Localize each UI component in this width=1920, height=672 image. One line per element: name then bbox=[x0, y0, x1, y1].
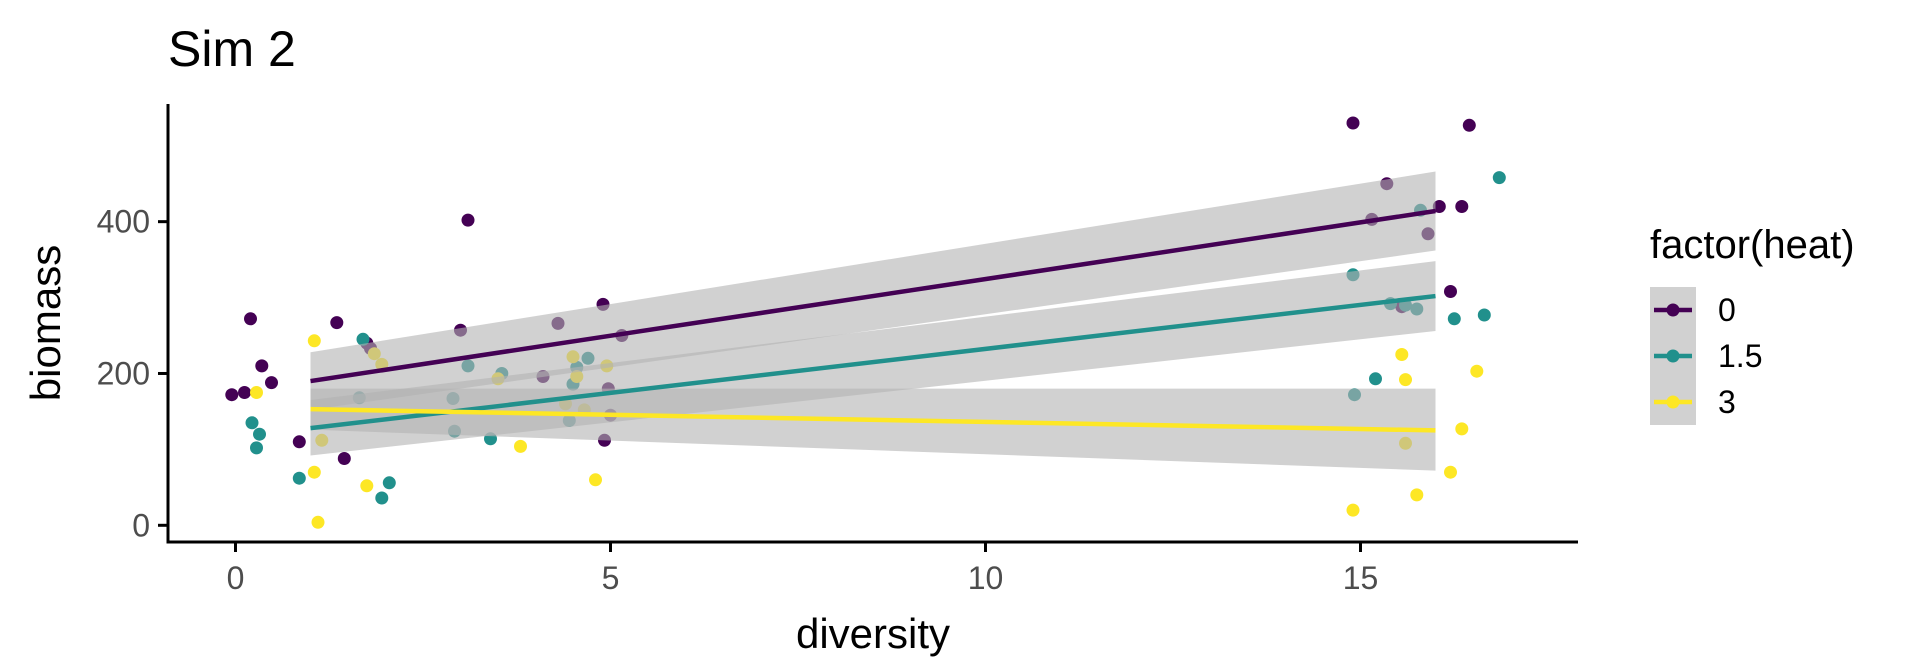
point-heat-3-21 bbox=[1444, 465, 1457, 479]
point-heat-3-23 bbox=[1470, 364, 1484, 378]
point-heat-0-5 bbox=[292, 435, 306, 449]
y-tick-label-0: 0 bbox=[132, 507, 150, 543]
point-heat-0-0 bbox=[225, 388, 239, 402]
y-axis-title: biomass bbox=[22, 245, 69, 401]
point-heat-0-19 bbox=[1346, 116, 1360, 130]
confidence-band-heat-3 bbox=[310, 388, 1436, 471]
legend-title: factor(heat) bbox=[1650, 223, 1855, 267]
point-heat-0-25 bbox=[1444, 285, 1457, 298]
point-heat-0-1 bbox=[238, 386, 251, 399]
legend-key-point-3 bbox=[1666, 395, 1680, 409]
point-heat-3-2 bbox=[307, 465, 321, 479]
legend-label-0: 0 bbox=[1718, 292, 1736, 328]
fit-line-heat-0 bbox=[310, 208, 1436, 384]
point-heat-1.5-6 bbox=[375, 491, 389, 505]
confidence-band-heat-0 bbox=[310, 171, 1436, 410]
point-heat-3-14 bbox=[589, 473, 602, 487]
axis-ticks: 0 5 10 15 0 200 400 bbox=[97, 204, 1379, 596]
point-heat-0-2 bbox=[244, 312, 257, 326]
point-heat-1.5-5 bbox=[356, 332, 370, 346]
point-heat-1.5-1 bbox=[250, 441, 263, 455]
point-heat-0-3 bbox=[255, 359, 269, 373]
point-heat-1.5-26 bbox=[1492, 171, 1506, 185]
point-heat-1.5-19 bbox=[1369, 372, 1382, 386]
x-tick-label-1: 5 bbox=[602, 560, 620, 596]
legend-key-point-0 bbox=[1666, 303, 1680, 317]
point-heat-0-4 bbox=[265, 376, 278, 390]
point-heat-3-16 bbox=[1346, 503, 1360, 517]
point-heat-3-0 bbox=[250, 386, 263, 399]
point-heat-3-20 bbox=[1410, 488, 1424, 502]
point-heat-1.5-2 bbox=[253, 427, 266, 441]
fit-line-heat-3 bbox=[310, 406, 1436, 433]
x-tick-label-0: 0 bbox=[227, 560, 245, 596]
point-heat-0-27 bbox=[1462, 118, 1476, 132]
x-axis-title: diversity bbox=[796, 610, 950, 657]
point-heat-3-9 bbox=[514, 439, 527, 453]
point-heat-0-26 bbox=[1455, 200, 1469, 213]
point-heat-3-5 bbox=[360, 479, 374, 493]
point-heat-3-22 bbox=[1455, 422, 1469, 436]
x-tick-label-2: 10 bbox=[968, 560, 1004, 596]
point-heat-3-1 bbox=[307, 334, 321, 348]
legend-key-point-1.5 bbox=[1666, 349, 1680, 363]
point-heat-0-6 bbox=[330, 316, 344, 330]
point-heat-1.5-0 bbox=[245, 416, 259, 430]
point-heat-1.5-7 bbox=[382, 476, 396, 490]
point-heat-0-11 bbox=[461, 213, 475, 227]
point-heat-0-24 bbox=[1432, 200, 1446, 213]
legend-label-3: 3 bbox=[1718, 384, 1736, 420]
point-heat-0-7 bbox=[337, 452, 351, 465]
plot-area bbox=[225, 116, 1506, 529]
fit-line-heat-1.5 bbox=[310, 293, 1436, 431]
point-heat-3-17 bbox=[1395, 348, 1409, 361]
chart-title: Sim 2 bbox=[168, 21, 296, 77]
point-heat-3-19 bbox=[1399, 373, 1412, 387]
point-heat-1.5-25 bbox=[1477, 308, 1491, 322]
y-tick-label-1: 200 bbox=[97, 355, 150, 391]
point-heat-1.5-24 bbox=[1447, 312, 1461, 326]
y-tick-label-2: 400 bbox=[97, 204, 150, 240]
legend: factor(heat) 0 1.5 3 bbox=[1650, 223, 1855, 425]
point-heat-3-3 bbox=[311, 515, 325, 529]
x-tick-label-3: 15 bbox=[1343, 560, 1379, 596]
legend-label-1.5: 1.5 bbox=[1718, 338, 1762, 374]
point-heat-1.5-3 bbox=[292, 471, 306, 485]
